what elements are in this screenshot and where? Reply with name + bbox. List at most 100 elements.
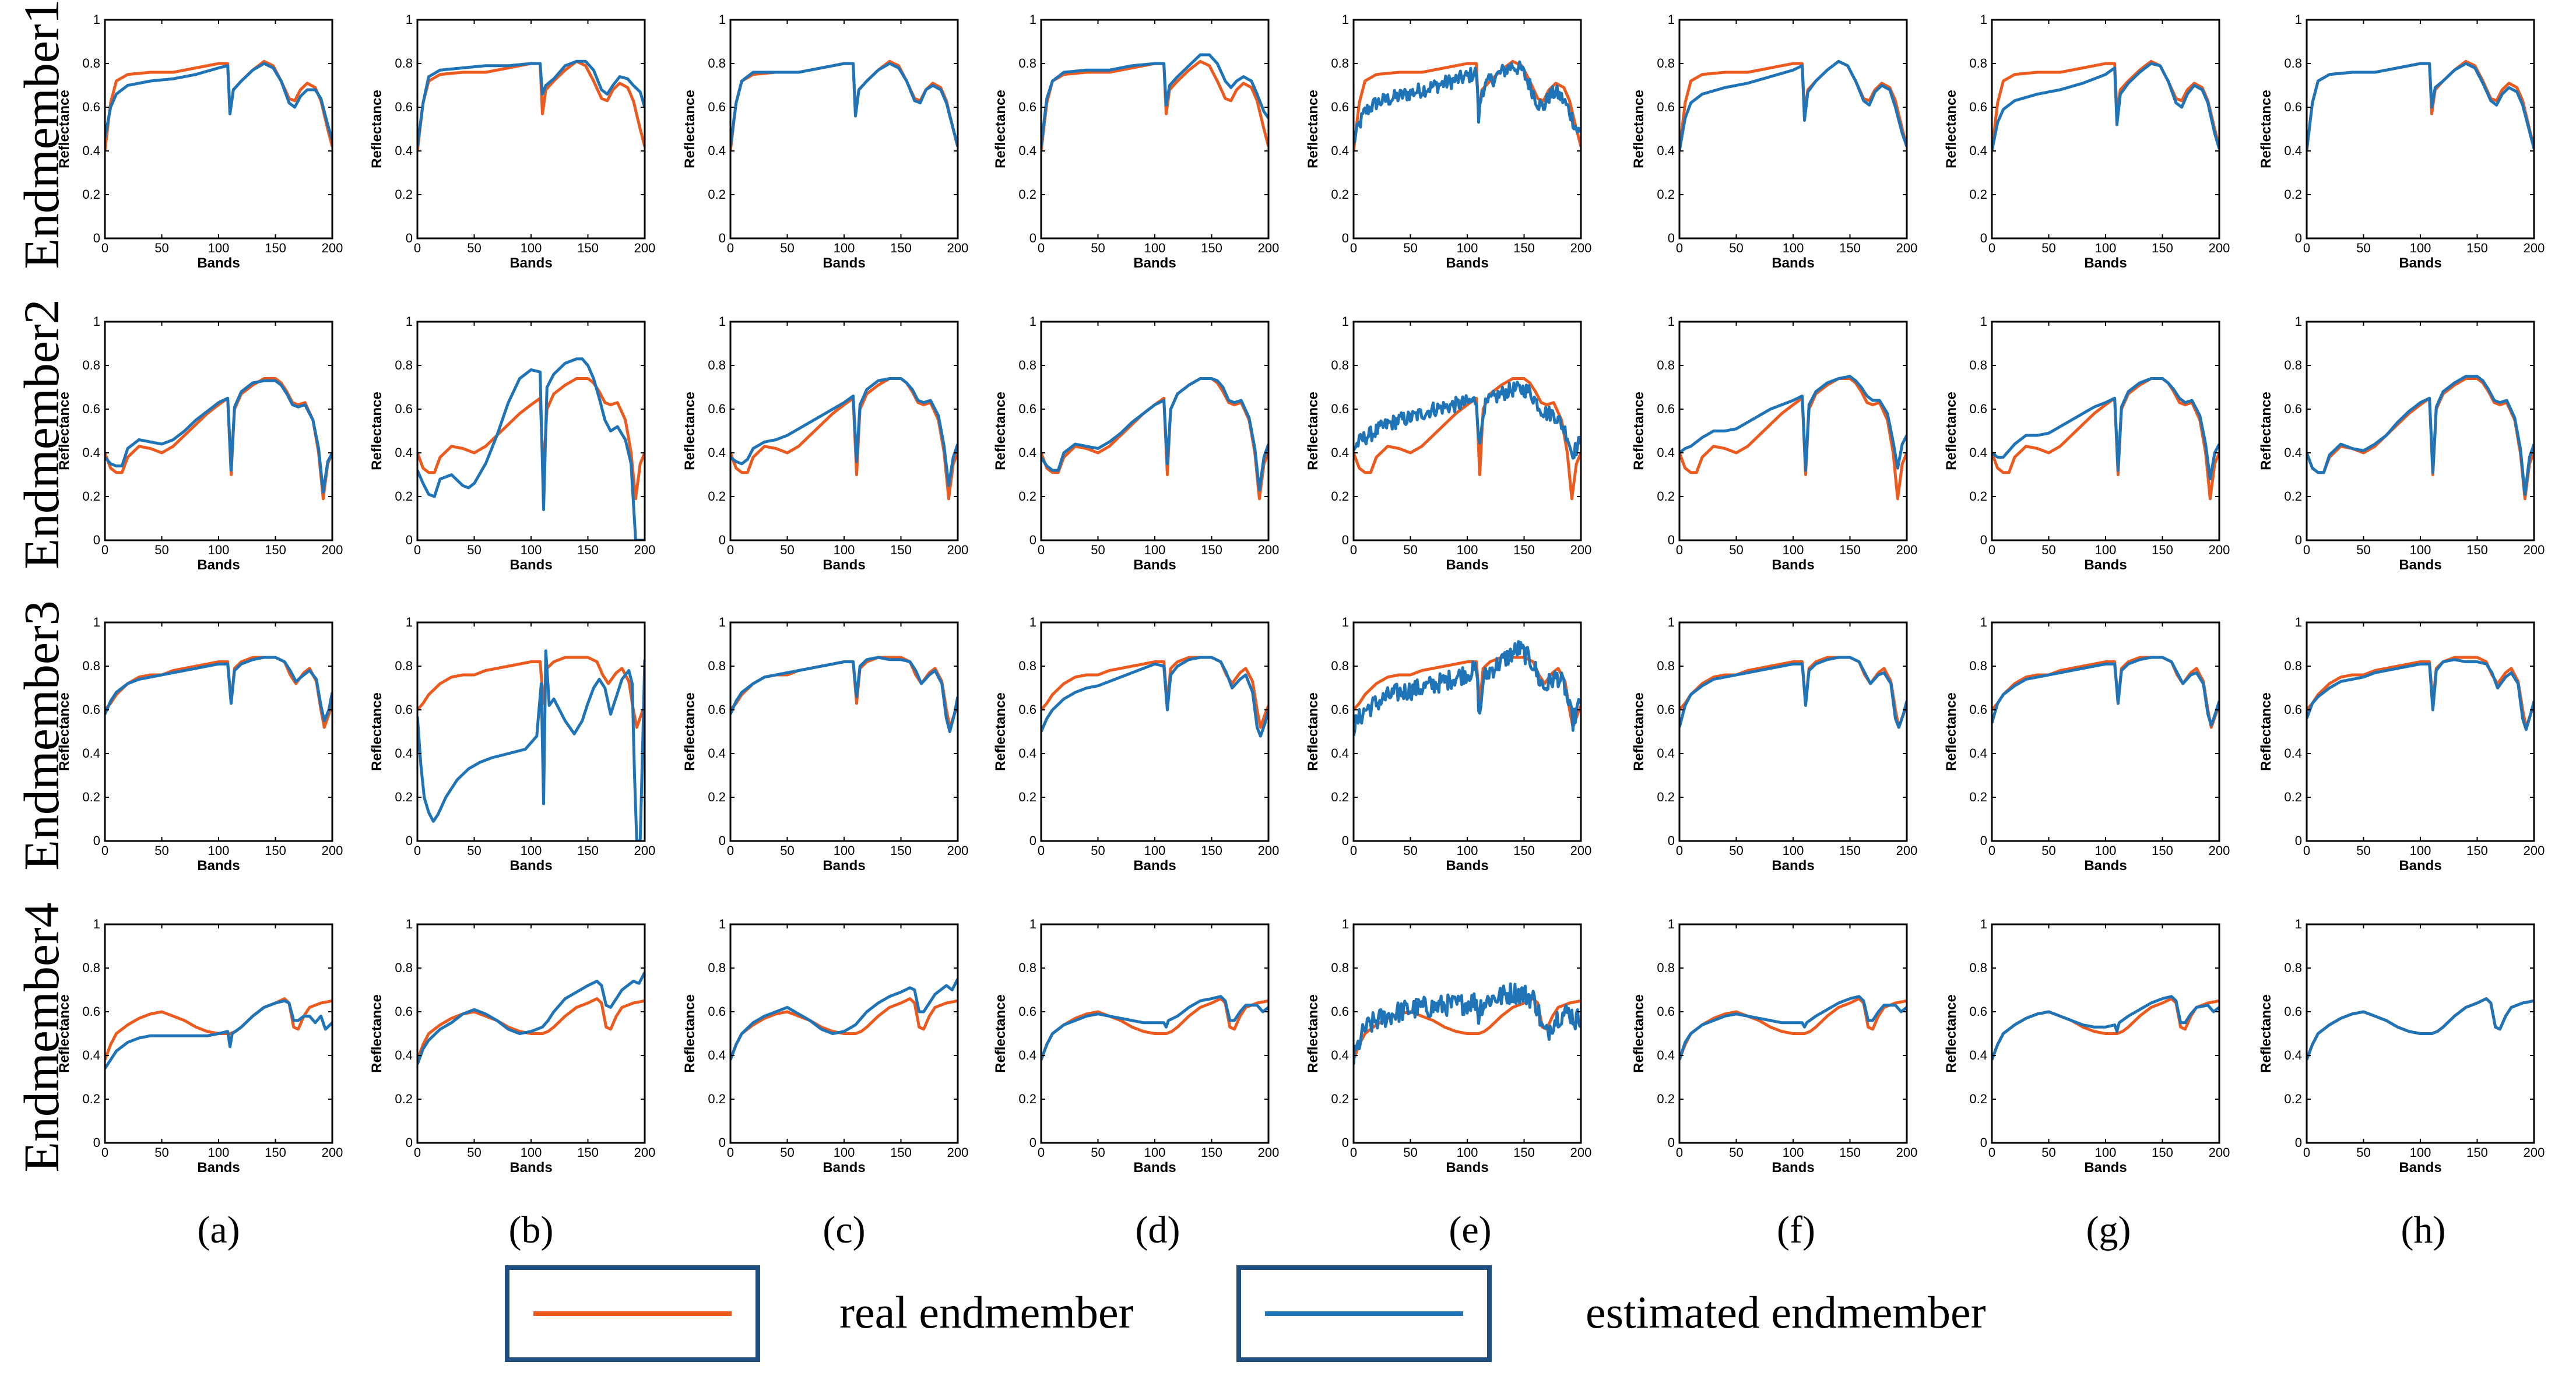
y-tick-label: 1 (719, 12, 726, 27)
y-axis-label: Reflectance (1944, 90, 1959, 168)
legend-real-label: real endmember (839, 1287, 1134, 1338)
estimated-endmember-line (730, 656, 958, 733)
x-tick-label: 200 (2209, 241, 2230, 255)
x-axis-label: Bands (1133, 557, 1176, 573)
y-tick-label: 0.4 (1018, 143, 1036, 158)
estimated-endmember-line (1992, 656, 2219, 727)
chart-panel: 0 50 100 150 200 0 0.2 0.4 0.6 0.8 1 Bands Reflectan… (369, 314, 655, 573)
x-axis-label: Bands (1446, 858, 1488, 874)
y-tick-label: 1 (406, 917, 413, 931)
y-tick-label: 1 (1029, 615, 1036, 629)
x-tick-label: 100 (521, 241, 542, 255)
y-tick-label: 0.4 (1969, 445, 1987, 460)
column-label: (e) (1449, 1209, 1491, 1251)
y-tick-label: 0 (1980, 231, 1987, 245)
x-tick-label: 100 (2095, 543, 2117, 557)
y-axis-label: Reflectance (57, 692, 72, 771)
y-tick-label: 0.8 (395, 960, 413, 975)
estimated-endmember-line (1354, 60, 1581, 143)
x-tick-label: 150 (890, 241, 912, 255)
y-tick-label: 0.2 (1657, 187, 1675, 202)
y-tick-label: 0 (1980, 533, 1987, 547)
y-tick-label: 0.2 (708, 187, 726, 202)
y-tick-label: 0.6 (1331, 100, 1349, 114)
y-tick-label: 0.8 (2284, 358, 2302, 372)
y-tick-label: 1 (1668, 314, 1675, 329)
row-label: Endmember4 (13, 902, 69, 1172)
y-tick-label: 0.2 (1331, 1092, 1349, 1106)
chart-panel: 0 50 100 150 200 0 0.2 0.4 0.6 0.8 1 Bands Reflectan… (682, 917, 968, 1176)
estimated-endmember-line (2307, 375, 2534, 496)
column-label: (a) (197, 1209, 240, 1251)
y-tick-label: 0 (1980, 1135, 1987, 1150)
y-tick-label: 0.2 (1657, 1092, 1675, 1106)
row-label: Endmember3 (13, 600, 69, 870)
x-tick-label: 150 (2152, 843, 2173, 858)
y-tick-label: 0 (406, 1135, 413, 1150)
y-axis-label: Reflectance (369, 692, 385, 771)
x-tick-label: 0 (414, 843, 421, 858)
chart-panel: 0 50 100 150 200 0 0.2 0.4 0.6 0.8 1 Bands Reflectan… (993, 12, 1279, 271)
y-tick-label: 0 (93, 1135, 100, 1150)
y-tick-label: 0.2 (1018, 489, 1036, 504)
y-tick-label: 1 (2295, 917, 2302, 931)
chart-panel: 0 50 100 150 200 0 0.2 0.4 0.6 0.8 1 Bands Reflectan… (1944, 12, 2230, 271)
axes-frame (1040, 321, 1270, 541)
y-tick-label: 0 (719, 833, 726, 848)
x-tick-label: 200 (1258, 543, 1280, 557)
y-axis-label: Reflectance (1305, 392, 1321, 470)
y-tick-label: 0.8 (395, 358, 413, 372)
legend-real-swatch-box (505, 1265, 760, 1362)
y-tick-label: 0.2 (2284, 489, 2302, 504)
x-tick-label: 100 (208, 1145, 230, 1160)
x-tick-label: 150 (1839, 1145, 1861, 1160)
y-tick-label: 0.6 (1969, 1004, 1987, 1019)
x-tick-label: 50 (2041, 843, 2055, 858)
y-tick-label: 0.2 (1969, 489, 1987, 504)
x-axis-label: Bands (2084, 557, 2127, 573)
axes-frame (2306, 321, 2535, 541)
y-tick-label: 0.8 (1331, 56, 1349, 71)
x-tick-label: 50 (1403, 1145, 1417, 1160)
real-endmember-line (1354, 377, 1581, 501)
x-tick-label: 200 (322, 543, 343, 557)
y-axis-label: Reflectance (57, 392, 72, 470)
y-tick-label: 0.2 (708, 1092, 726, 1106)
chart-panel: 0 50 100 150 200 0 0.2 0.4 0.6 0.8 1 Bands Reflectan… (1305, 314, 1591, 573)
chart-panel: 0 50 100 150 200 0 0.2 0.4 0.6 0.8 1 Bands Reflectan… (993, 615, 1279, 874)
chart-panel: 0 50 100 150 200 0 0.2 0.4 0.6 0.8 1 Bands Reflectan… (682, 12, 968, 271)
estimated-endmember-line (2307, 62, 2534, 152)
y-tick-label: 0.4 (1018, 1048, 1036, 1062)
y-tick-label: 1 (1980, 314, 1987, 329)
x-tick-label: 50 (1729, 241, 1743, 255)
axes-frame (1991, 621, 2220, 842)
x-tick-label: 100 (1457, 241, 1478, 255)
x-tick-label: 150 (2466, 843, 2488, 858)
y-axis-label: Reflectance (369, 994, 385, 1073)
x-axis-label: Bands (1772, 1160, 1814, 1176)
x-tick-label: 50 (2356, 543, 2370, 557)
y-tick-label: 0.8 (708, 358, 726, 372)
x-tick-label: 100 (2410, 1145, 2431, 1160)
y-tick-label: 0.8 (1969, 56, 1987, 71)
x-axis-label: Bands (1772, 255, 1814, 271)
y-tick-label: 0.2 (395, 489, 413, 504)
x-axis-label: Bands (823, 1160, 865, 1176)
y-tick-label: 0.2 (1657, 790, 1675, 804)
y-tick-label: 0.6 (1018, 100, 1036, 114)
chart-panel: 0 50 100 150 200 0 0.2 0.4 0.6 0.8 1 Bands Reflectan… (369, 12, 655, 271)
x-tick-label: 100 (2410, 543, 2431, 557)
y-tick-label: 0.8 (1018, 960, 1036, 975)
x-axis-label: Bands (509, 858, 552, 874)
chart-panel: 0 50 100 150 200 0 0.2 0.4 0.6 0.8 1 Bands Reflectan… (2258, 314, 2545, 573)
estimated-endmember-line (1679, 656, 1907, 729)
y-tick-label: 1 (1342, 917, 1349, 931)
y-tick-label: 0.4 (708, 143, 726, 158)
y-tick-label: 0.2 (82, 489, 100, 504)
x-tick-label: 0 (1988, 843, 1995, 858)
x-axis-label: Bands (1133, 858, 1176, 874)
y-tick-label: 0.8 (82, 56, 100, 71)
real-endmember-line (1679, 59, 1907, 152)
y-tick-label: 0.4 (82, 1048, 100, 1062)
